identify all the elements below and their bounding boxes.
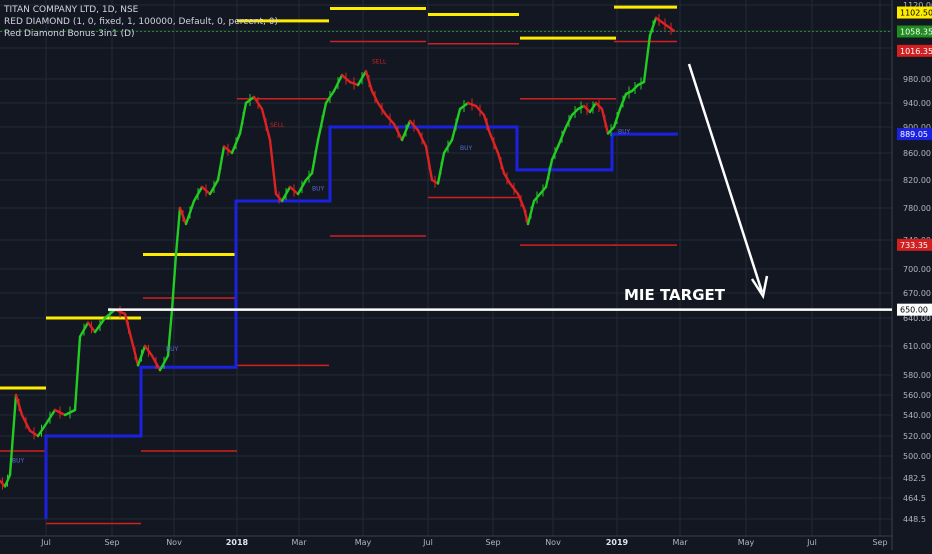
x-tick-9: 2019 [606, 538, 629, 547]
target-annotation: MIE TARGET [624, 286, 726, 304]
buy-marker-1: BUY [166, 346, 179, 353]
buy-marker-4: BUY [618, 129, 631, 136]
y-tick-21: 1120.00 [903, 1, 932, 10]
y-tick-2: 482.5 [903, 474, 926, 483]
y-tick-5: 540.00 [903, 411, 931, 420]
buy-marker-3: BUY [460, 145, 473, 152]
y-tick-9: 640.00 [903, 314, 931, 323]
y-tick-8: 610.00 [903, 342, 931, 351]
support-line [44, 125, 678, 519]
price-label-4: 733.35 [900, 241, 928, 250]
y-tick-14: 820.00 [903, 176, 931, 185]
sell-marker-1: SELL [270, 122, 285, 129]
header-indicator-2: Red Diamond Bonus 3in1 (D) [4, 29, 135, 39]
y-tick-13: 780.00 [903, 204, 931, 213]
price-label-0: 1102.50 [900, 9, 932, 18]
x-tick-2: Nov [166, 538, 182, 547]
y-tick-7: 580.00 [903, 371, 931, 380]
price-label-3: 889.05 [900, 130, 928, 139]
y-tick-18: 980.00 [903, 75, 931, 84]
target-arrow-shaft [687, 63, 764, 293]
x-tick-10: Mar [672, 538, 688, 547]
price-label-bg-1 [897, 25, 932, 38]
price-label-1: 1058.35 [900, 28, 932, 37]
y-tick-11: 700.00 [903, 265, 931, 274]
x-tick-0: Jul [40, 538, 51, 547]
buy-marker-2: BUY [312, 186, 325, 193]
x-tick-12: Jul [806, 538, 817, 547]
y-tick-3: 500.00 [903, 452, 931, 461]
y-tick-15: 860.00 [903, 149, 931, 158]
header-title: TITAN COMPANY LTD, 1D, NSE [4, 5, 139, 15]
sell-marker-0: SELL [372, 59, 387, 66]
price-label-2: 1016.35 [900, 47, 932, 56]
x-tick-13: Sep [872, 538, 887, 547]
x-tick-5: May [355, 538, 372, 547]
x-tick-3: 2018 [226, 538, 249, 547]
price-label-5: 650.00 [900, 306, 928, 315]
y-tick-17: 940.00 [903, 99, 931, 108]
target-arrow-head [750, 275, 769, 300]
y-tick-16: 900.00 [903, 123, 931, 132]
price-label-bg-5 [897, 303, 932, 316]
x-tick-8: Nov [545, 538, 561, 547]
y-tick-10: 670.00 [903, 289, 931, 298]
header-indicator-1: RED DIAMOND (1, 0, fixed, 1, 100000, Def… [4, 17, 278, 27]
price-label-bg-4 [897, 238, 932, 251]
price-label-bg-3 [897, 128, 932, 141]
price-label-bg-0 [897, 6, 932, 19]
y-tick-1: 464.5 [903, 494, 926, 503]
y-tick-0: 448.5 [903, 515, 926, 524]
x-tick-1: Sep [104, 538, 119, 547]
price-label-bg-2 [897, 44, 932, 57]
y-tick-6: 560.00 [903, 391, 931, 400]
x-tick-7: Sep [485, 538, 500, 547]
x-tick-4: Mar [291, 538, 307, 547]
x-tick-11: May [738, 538, 755, 547]
x-tick-6: Jul [422, 538, 433, 547]
y-tick-4: 520.00 [903, 432, 931, 441]
buy-marker-0: BUY [12, 457, 25, 464]
